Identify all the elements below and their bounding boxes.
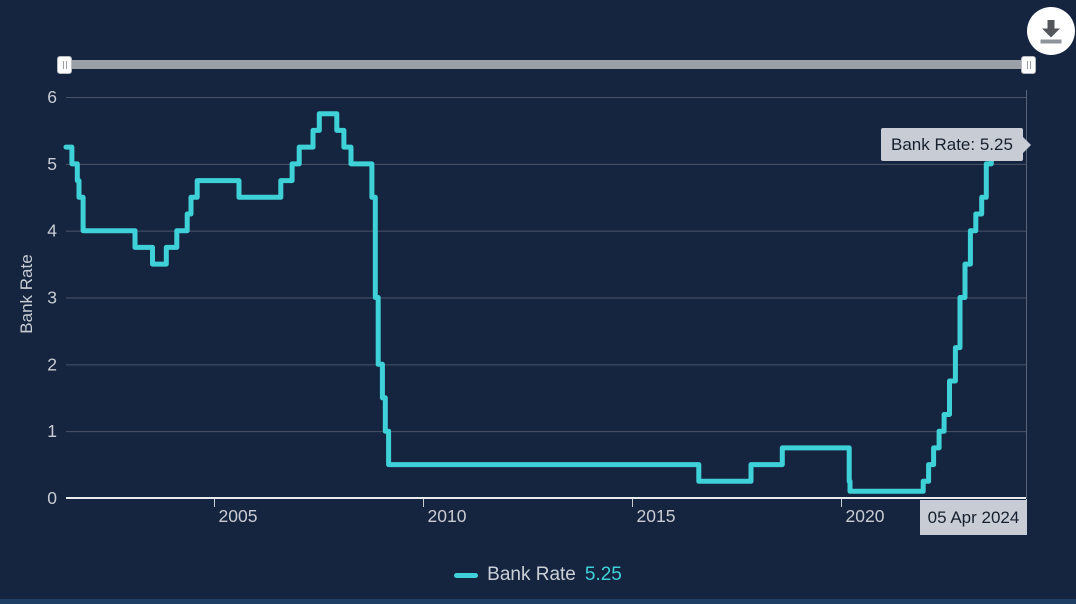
download-button[interactable] (1027, 7, 1075, 55)
current-date-label: 05 Apr 2024 (920, 500, 1027, 535)
legend-label: Bank Rate (487, 564, 576, 585)
x-tick-label-2015: 2015 (637, 506, 676, 526)
date-range-slider-handle-right[interactable] (1021, 56, 1036, 74)
y-tick-label-5: 5 (47, 154, 57, 174)
date-range-slider-handle-left[interactable] (57, 56, 72, 74)
slider-grip (62, 61, 64, 69)
x-tick-label-2020: 2020 (846, 506, 885, 526)
date-range-slider-track[interactable] (62, 60, 1034, 69)
y-tick-label-1: 1 (47, 421, 57, 441)
y-tick-label-4: 4 (47, 221, 57, 241)
bank-rate-line (63, 111, 1022, 494)
tooltip-text: Bank Rate: 5.25 (891, 135, 1013, 154)
bottom-accent-strip (0, 599, 1076, 604)
x-tick-label-2010: 2010 (428, 506, 467, 526)
tooltip: Bank Rate: 5.25 (881, 128, 1031, 161)
download-icon (1040, 20, 1062, 44)
slider-grip (1026, 61, 1028, 69)
legend-item-bank-rate[interactable]: Bank Rate 5.25 (0, 564, 1076, 586)
y-tick-label-2: 2 (47, 354, 57, 374)
legend-line-marker (454, 572, 479, 578)
y-tick-label-3: 3 (47, 288, 57, 308)
y-tick-label-6: 6 (47, 87, 57, 107)
slider-grip (65, 61, 67, 69)
slider-grip (1029, 61, 1031, 69)
y-axis-title: Bank Rate (17, 254, 36, 334)
current-date-text: 05 Apr 2024 (927, 507, 1020, 527)
x-tick-label-2005: 2005 (219, 506, 258, 526)
legend-value: 5.25 (584, 564, 622, 585)
y-tick-label-0: 0 (47, 488, 57, 508)
